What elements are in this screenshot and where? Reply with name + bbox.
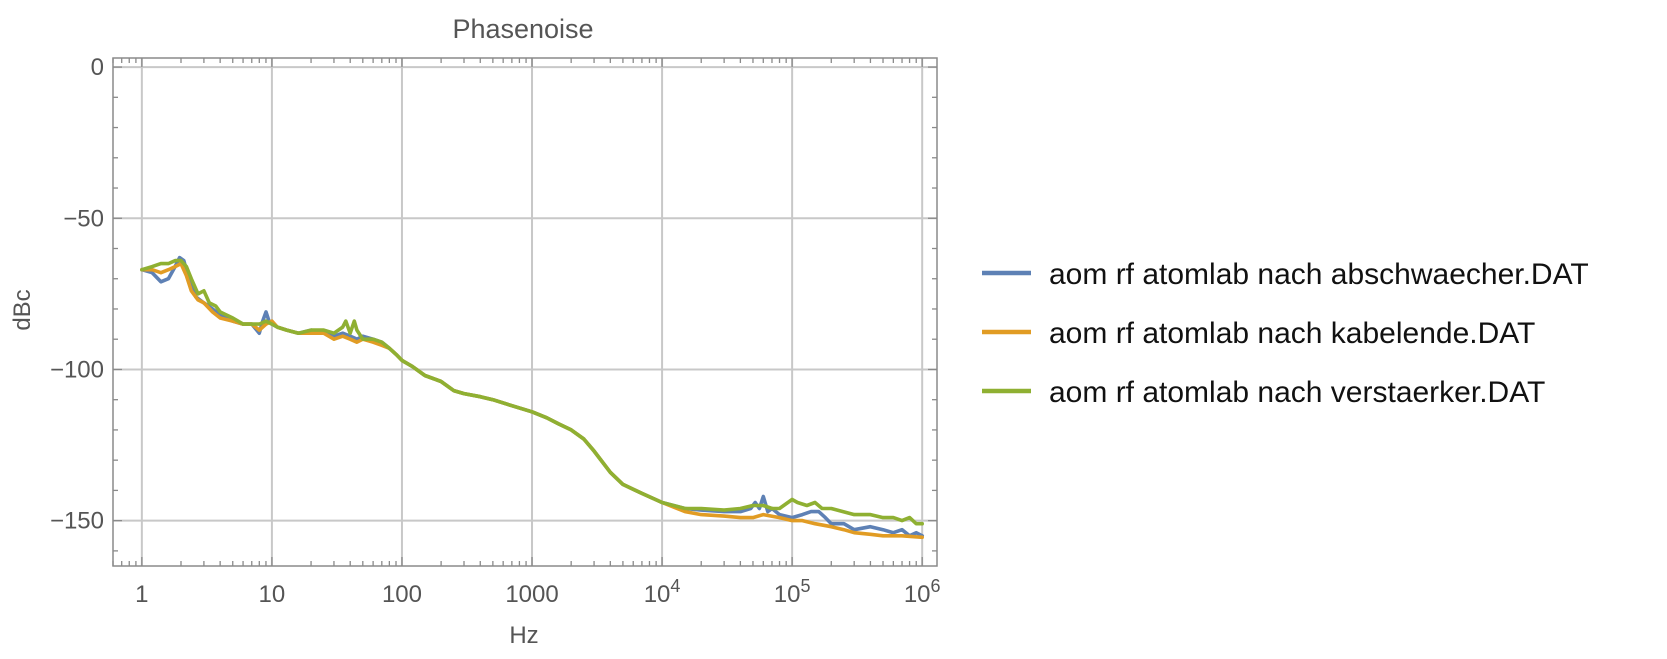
x-tick-label-exponent: 6	[931, 576, 941, 596]
x-tick-label-base: 10	[904, 581, 931, 608]
chart-title: Phasenoise	[452, 14, 593, 44]
grid-layer	[113, 58, 937, 566]
y-tick-label: −150	[50, 508, 104, 535]
x-axis-title: Hz	[509, 622, 538, 649]
series-layer	[140, 255, 925, 540]
legend: aom rf atomlab nach abschwaecher.DAT aom …	[982, 258, 1589, 409]
y-axis-title: dBc	[9, 289, 36, 330]
x-tick-label-exponent: 5	[800, 576, 810, 596]
x-tick-label-base: 100	[382, 581, 422, 608]
legend-label-1: aom rf atomlab nach abschwaecher.DAT	[1049, 258, 1589, 291]
x-tick-label-exponent: 4	[670, 576, 680, 596]
x-tick-label: 1000	[505, 581, 558, 608]
y-tick-label: −50	[63, 205, 104, 232]
x-tick-label-base: 10	[774, 581, 801, 608]
plot-frame	[112, 57, 938, 567]
legend-label-2: aom rf atomlab nach kabelende.DAT	[1049, 317, 1535, 350]
x-tick-label: 10	[259, 581, 286, 608]
x-tick-label: 100	[382, 581, 422, 608]
x-tick-label-base: 10	[644, 581, 671, 608]
y-tick-label: 0	[91, 54, 104, 81]
x-tick-label: 104	[644, 576, 681, 608]
x-tick-label-base: 1	[135, 581, 148, 608]
x-tick-label: 106	[904, 576, 941, 608]
tick-layer	[112, 58, 937, 566]
x-tick-label: 105	[774, 576, 811, 608]
x-tick-label-base: 10	[259, 581, 286, 608]
series-line-3	[140, 258, 925, 526]
x-tick-label-base: 1000	[505, 581, 558, 608]
y-tick-label: −100	[50, 356, 104, 383]
x-tick-label: 1	[135, 581, 148, 608]
legend-label-3: aom rf atomlab nach verstaerker.DAT	[1049, 376, 1545, 409]
